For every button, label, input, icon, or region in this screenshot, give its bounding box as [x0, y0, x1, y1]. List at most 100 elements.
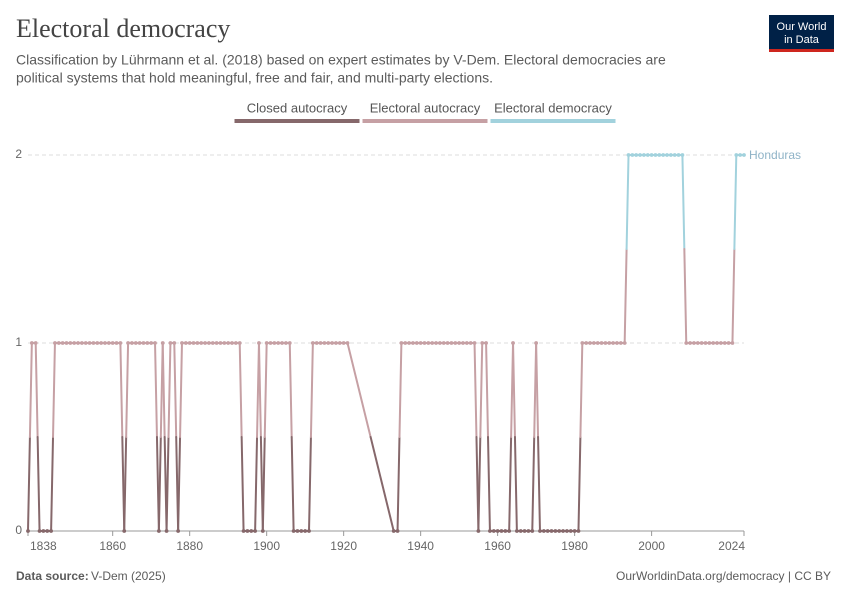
- point: [530, 529, 535, 533]
- source: V-Dem (2025): [91, 569, 166, 583]
- point: [345, 341, 350, 345]
- point: [568, 529, 573, 533]
- point: [141, 341, 146, 345]
- line-segment: [290, 436, 295, 532]
- point: [457, 341, 462, 345]
- point: [230, 341, 234, 345]
- line-segment: [731, 248, 736, 344]
- line-segment: [179, 342, 183, 438]
- line-segment: [369, 436, 395, 532]
- point: [280, 341, 284, 345]
- chart-title: Electoral democracy: [16, 14, 230, 43]
- point: [272, 341, 277, 345]
- point: [330, 341, 335, 345]
- point: [488, 529, 492, 533]
- x-tick-label: 1860: [99, 539, 126, 553]
- point: [607, 341, 612, 345]
- point: [622, 341, 627, 345]
- point: [699, 341, 704, 345]
- point: [414, 341, 419, 345]
- point: [645, 153, 650, 157]
- point: [680, 153, 685, 157]
- point: [222, 341, 227, 345]
- point: [103, 341, 107, 345]
- line-segment: [577, 436, 582, 532]
- x-tick-label: 2024: [718, 539, 745, 553]
- point: [156, 529, 161, 533]
- point: [738, 153, 743, 157]
- point: [534, 341, 539, 345]
- point: [461, 341, 465, 345]
- point: [164, 529, 169, 533]
- point: [722, 341, 727, 345]
- line-segment: [396, 436, 401, 532]
- point: [588, 341, 592, 345]
- point: [295, 529, 300, 533]
- legend-swatch: [490, 119, 616, 123]
- line-segment: [254, 436, 259, 532]
- point: [403, 341, 408, 345]
- point: [557, 529, 562, 533]
- point: [314, 341, 319, 345]
- point: [595, 341, 600, 345]
- point: [407, 341, 411, 345]
- point: [195, 341, 200, 345]
- point: [657, 153, 662, 157]
- point: [430, 341, 435, 345]
- point: [730, 341, 735, 345]
- point: [245, 529, 250, 533]
- point: [565, 529, 569, 533]
- point: [399, 341, 404, 345]
- point: [476, 529, 481, 533]
- line-segment: [487, 436, 491, 532]
- point: [310, 341, 315, 345]
- point: [233, 341, 238, 345]
- point: [453, 341, 458, 345]
- point: [126, 341, 130, 345]
- url[interactable]: OurWorldinData.org/democracy | CC BY: [616, 569, 831, 583]
- point: [41, 529, 46, 533]
- point: [549, 529, 554, 533]
- point: [106, 341, 111, 345]
- point: [160, 341, 165, 345]
- point: [649, 153, 654, 157]
- point: [603, 341, 608, 345]
- logo-text: in Data: [784, 34, 820, 46]
- logo[interactable]: Our World in Data: [769, 15, 834, 52]
- legend-swatch: [234, 119, 360, 123]
- point: [715, 341, 719, 345]
- point: [526, 529, 531, 533]
- point: [299, 529, 304, 533]
- point: [303, 529, 308, 533]
- logo-text: Our World: [777, 21, 827, 33]
- point: [599, 341, 604, 345]
- point: [218, 341, 223, 345]
- point: [441, 341, 446, 345]
- point: [284, 341, 288, 345]
- point: [561, 529, 565, 533]
- line-segment: [125, 342, 130, 438]
- point: [29, 341, 34, 345]
- line-segment: [479, 342, 484, 438]
- point: [668, 153, 673, 157]
- point: [695, 341, 700, 345]
- legend-swatch: [362, 119, 488, 123]
- point: [484, 341, 488, 345]
- point: [634, 153, 639, 157]
- point: [276, 341, 281, 345]
- point: [341, 341, 346, 345]
- point: [33, 341, 38, 345]
- point: [684, 341, 689, 345]
- point: [434, 341, 438, 345]
- point: [626, 153, 631, 157]
- point: [249, 529, 254, 533]
- point: [183, 341, 188, 345]
- point: [449, 341, 454, 345]
- point: [187, 341, 192, 345]
- point: [391, 529, 396, 533]
- point: [742, 153, 746, 157]
- line-segment: [512, 342, 516, 438]
- x-tick-label: 1880: [176, 539, 203, 553]
- point: [507, 529, 512, 533]
